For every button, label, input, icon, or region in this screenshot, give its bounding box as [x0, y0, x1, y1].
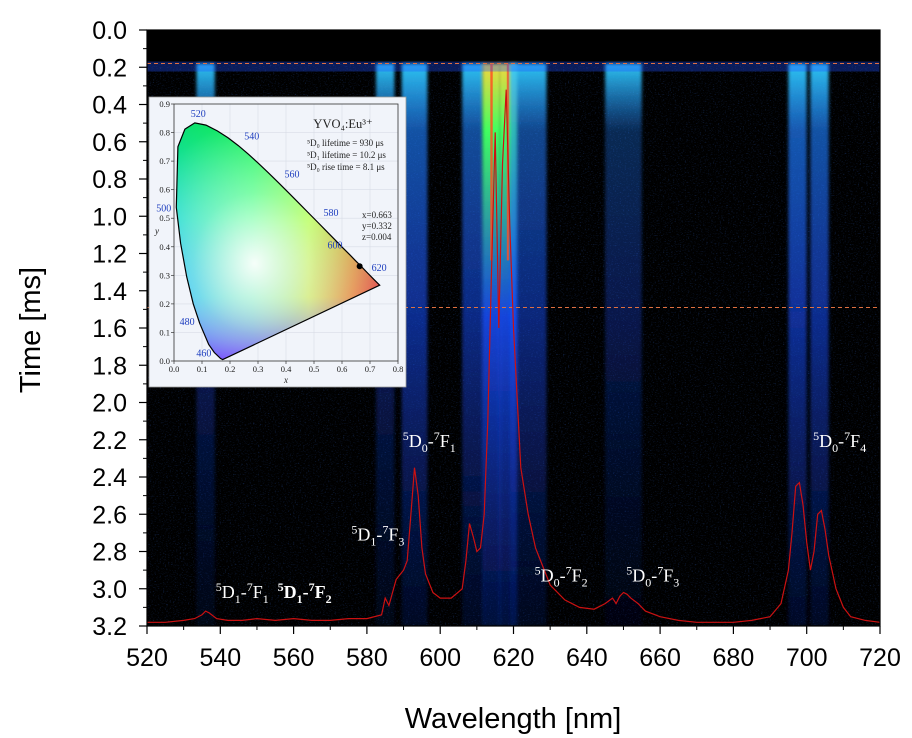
spectrum-line [147, 89, 880, 623]
band-624 [509, 63, 547, 626]
chromaticity-point [356, 263, 363, 270]
x-tick-label: 540 [199, 644, 241, 672]
locus-wavelength-label: 620 [372, 263, 387, 274]
y-tick-label: 2.2 [92, 427, 127, 455]
y-tick-label: 2.8 [92, 539, 127, 567]
y-tick-label: 3.2 [92, 613, 127, 641]
x-tick-label: 620 [493, 644, 535, 672]
onset-flash [147, 61, 880, 72]
band-697.5 [788, 63, 807, 626]
locus-wavelength-label: 580 [324, 208, 339, 219]
locus-wavelength-label: 500 [156, 203, 171, 214]
inset-y-tick-label: 0.0 [159, 356, 170, 366]
y-tick-label: 2.4 [92, 464, 127, 492]
y-axis-title: Time [ms] [15, 267, 47, 393]
inset-x-tick-label: 0.8 [393, 364, 404, 374]
inset-y-tick-label: 0.1 [159, 327, 170, 337]
inset-y-tick-label: 0.2 [159, 299, 170, 309]
inset-y-axis-label: y [154, 226, 159, 236]
y-tick-label: 1.8 [92, 352, 127, 380]
band-650 [605, 63, 642, 626]
inset-x-tick-label: 0.3 [253, 364, 264, 374]
transition-label: 5​D0​-7​F3​ [626, 563, 679, 589]
inset-x-tick-label: 0.6 [337, 364, 348, 374]
x-tick-label: 720 [859, 644, 901, 672]
y-tick-label: 0.4 [92, 92, 127, 120]
inset-x-tick-label: 0.5 [309, 364, 320, 374]
emission-bands [147, 61, 880, 626]
transition-label: 5​D1​-7​F1​ [216, 580, 269, 606]
inset-x-tick-label: 0.4 [281, 364, 292, 374]
inset-x-tick-label: 0.2 [225, 364, 236, 374]
transition-label: 5​D0​-7​F2​ [535, 563, 588, 589]
inset-y-tick-label: 0.6 [159, 185, 170, 195]
locus-wavelength-label: 540 [244, 132, 259, 143]
x-tick-label: 680 [713, 644, 755, 672]
locus-wavelength-label: 480 [180, 317, 195, 328]
peak-labels: 5​D1​-7​F1​ 5​D1​-7​F2​ 5​D1​-7​F3​ 5​D0​-7… [216, 429, 866, 606]
inset-y-tick-label: 0.7 [159, 156, 170, 166]
inset-y-tick-label: 0.3 [159, 270, 170, 280]
transition-label: 5​D0​-7​F1​ [403, 429, 456, 455]
inset-y-tick-label: 0.8 [159, 128, 170, 138]
x-tick-label: 640 [566, 644, 608, 672]
x-axis-title: Wavelength [nm] [405, 703, 622, 735]
inset-point-coord: z=0.004 [362, 232, 392, 242]
inset-point-coord: y=0.332 [362, 221, 392, 231]
band-609 [462, 63, 485, 626]
inset-ticks: 0.0 0.1 0.2 0.3 0.4 0.5 0.6 0.7 0.8 0.0 0.1 0.2 0.3 0… [159, 99, 403, 374]
x-axis: 520 540 560 580 600 620 640 660 680 700 720 [126, 626, 901, 672]
cie-locus-outline [175, 122, 381, 361]
band-core-614 [490, 63, 493, 261]
locus-wavelength-label: 520 [191, 109, 206, 120]
transition-label: 5​D0​-7​F4​ [813, 429, 866, 455]
y-tick-label: 0.2 [92, 54, 127, 82]
inset-title: YVO₄:Eu³⁺ [313, 117, 372, 131]
locus-wavelength-label: 460 [196, 349, 211, 360]
transition-label: 5​D1​-7​F2​ [278, 580, 332, 606]
y-tick-label: 0.8 [92, 166, 127, 194]
inset-lifetimes: ⁵D₀ lifetime = 930 μs ⁵D₁ lifetime = 10.2… [307, 138, 386, 172]
inset-y-tick-label: 0.4 [159, 242, 170, 252]
cie-inset: 460 480 500 520 540 560 580 600 620 0.0 0.1 0.2 0.3… [148, 96, 407, 388]
inset-x-tick-label: 0.0 [169, 364, 180, 374]
x-tick-label: 600 [419, 644, 461, 672]
y-tick-label: 3.0 [92, 576, 127, 604]
x-tick-label: 520 [126, 644, 168, 672]
y-tick-label: 1.4 [92, 278, 127, 306]
inset-lifetime-line: ⁵D₀ lifetime = 930 μs [307, 138, 384, 148]
inset-x-tick-label: 0.1 [197, 364, 208, 374]
inset-y-tick-label: 0.5 [159, 213, 170, 223]
y-tick-label: 0.0 [92, 17, 127, 45]
highlight-box [147, 63, 880, 309]
x-tick-label: 580 [346, 644, 388, 672]
locus-wavelength-label: 600 [328, 241, 343, 252]
y-tick-label: 1.6 [92, 315, 127, 343]
locus-wavelength-label: 560 [284, 170, 299, 181]
y-axis: 0.0 0.2 0.4 0.6 0.8 1.0 1.2 1.4 1.6 1.8 2.0 2.2 2.4 2… [92, 17, 147, 641]
x-tick-label: 700 [786, 644, 828, 672]
inset-point-coord: x=0.663 [362, 210, 392, 220]
y-tick-label: 2.6 [92, 501, 127, 529]
inset-y-tick-label: 0.9 [159, 99, 170, 109]
x-tick-label: 560 [273, 644, 315, 672]
y-tick-label: 2.0 [92, 390, 127, 418]
inset-lifetime-line: ⁵D₁ lifetime = 10.2 μs [307, 150, 386, 160]
inset-x-tick-label: 0.7 [365, 364, 376, 374]
inset-lifetime-line: ⁵D₀ rise time = 8.1 μs [307, 162, 385, 172]
y-tick-label: 0.6 [92, 129, 127, 157]
band-703.5 [810, 63, 829, 626]
x-tick-label: 660 [639, 644, 681, 672]
inset-x-axis-label: x [283, 375, 288, 385]
y-tick-label: 1.2 [92, 241, 127, 269]
y-tick-label: 1.0 [92, 203, 127, 231]
transition-label: 5​D1​-7​F3​ [351, 522, 404, 548]
